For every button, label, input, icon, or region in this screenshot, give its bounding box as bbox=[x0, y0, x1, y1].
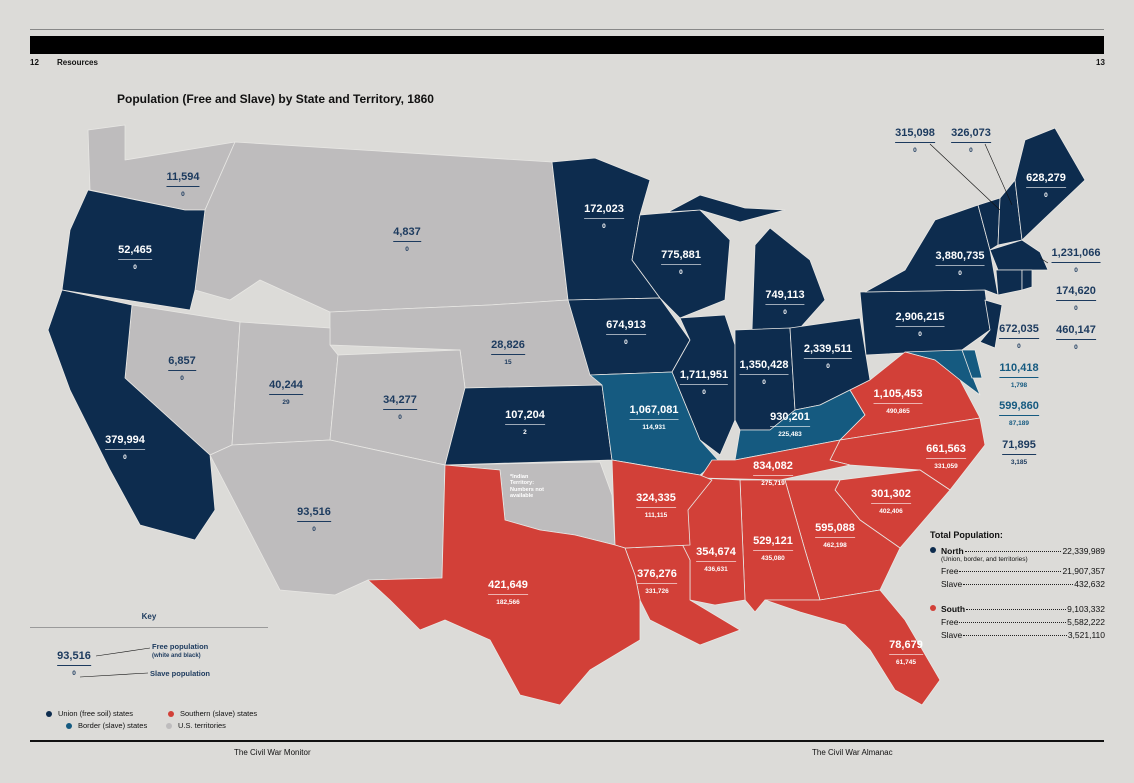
label-me: 628,279 0 bbox=[1026, 172, 1066, 199]
top-rule bbox=[30, 29, 1104, 30]
label-in: 1,350,428 0 bbox=[739, 359, 789, 386]
label-ga: 595,088 462,198 bbox=[815, 522, 855, 549]
label-nm: 93,516 0 bbox=[297, 506, 331, 533]
label-mo: 1,067,081 114,931 bbox=[629, 404, 679, 431]
state-va bbox=[839, 351, 981, 441]
label-nc: 661,563 331,059 bbox=[926, 443, 966, 470]
label-wi: 775,881 0 bbox=[661, 249, 701, 276]
state-de bbox=[961, 349, 983, 379]
label-ny: 3,880,735 0 bbox=[935, 250, 985, 277]
label-ne: 28,826 15 bbox=[491, 339, 525, 366]
label-ct: 460,147 0 bbox=[1056, 324, 1096, 351]
totals-north: North 22,339,989 bbox=[930, 546, 1105, 559]
footer-left: The Civil War Monitor bbox=[234, 748, 311, 757]
map-title: Population (Free and Slave) by State and… bbox=[117, 92, 434, 106]
territory-dot-icon bbox=[166, 722, 172, 729]
label-co: 34,277 0 bbox=[383, 394, 417, 421]
key-title: Key bbox=[141, 612, 157, 621]
label-md: 599,860 87,189 bbox=[999, 400, 1039, 427]
totals-north-slave: Slave 432,632 bbox=[941, 579, 1105, 589]
key-free-label: Free population bbox=[152, 642, 209, 651]
totals-south-free: Free 5,582,222 bbox=[941, 617, 1105, 627]
south-label: South bbox=[941, 604, 966, 614]
label-ut: 40,244 29 bbox=[269, 379, 303, 406]
label-ia: 674,913 0 bbox=[606, 319, 646, 346]
state-ma bbox=[989, 239, 1049, 271]
label-de: 110,418 1,798 bbox=[999, 362, 1039, 389]
south-legend-dot-icon bbox=[168, 710, 174, 717]
label-nv: 6,857 0 bbox=[168, 355, 196, 382]
totals-south: South 9,103,332 bbox=[930, 604, 1105, 617]
label-or: 52,465 0 bbox=[118, 244, 152, 271]
label-mn: 172,023 0 bbox=[584, 203, 624, 230]
label-mi: 749,113 0 bbox=[765, 289, 805, 316]
label-ma: 1,231,066 0 bbox=[1051, 247, 1101, 274]
totals-heading: Total Population: bbox=[930, 530, 1003, 540]
south-value: 9,103,332 bbox=[1067, 604, 1105, 614]
label-ky: 930,201 225,483 bbox=[770, 411, 810, 438]
state-mi-up bbox=[667, 194, 786, 223]
label-pa: 2,906,215 0 bbox=[895, 311, 945, 338]
south-dot-icon bbox=[930, 605, 936, 611]
label-nh: 326,073 0 bbox=[951, 127, 991, 154]
label-ca: 379,994 0 bbox=[105, 434, 145, 461]
leader-vt bbox=[929, 143, 1001, 211]
footer-right: The Civil War Almanac bbox=[812, 748, 893, 757]
totals-north-free: Free 21,907,357 bbox=[941, 566, 1105, 576]
label-nj: 672,035 0 bbox=[999, 323, 1039, 350]
state-ri bbox=[1021, 269, 1033, 291]
legend-union: Union (free soil) states bbox=[46, 709, 133, 718]
label-tx: 421,649 182,566 bbox=[488, 579, 528, 606]
label-al: 529,121 435,080 bbox=[753, 535, 793, 562]
leader-nh bbox=[984, 143, 1013, 206]
page-number-left: 12 bbox=[30, 58, 39, 67]
totals-south-slave: Slave 3,521,110 bbox=[941, 630, 1105, 640]
north-value: 22,339,989 bbox=[1062, 546, 1105, 556]
key-free-sub: (white and black) bbox=[152, 653, 201, 659]
legend-south: Southern (slave) states bbox=[168, 709, 257, 718]
key-sample-label: 93,516 0 bbox=[57, 650, 91, 677]
label-va: 1,105,453 490,865 bbox=[873, 388, 923, 415]
key-rule bbox=[30, 627, 268, 628]
label-fl: 78,679 61,745 bbox=[889, 639, 923, 666]
header-bar bbox=[30, 36, 1104, 54]
label-dc: 71,895 3,185 bbox=[1002, 439, 1036, 466]
border-dot-icon bbox=[66, 722, 72, 729]
label-ar: 324,335 111,115 bbox=[636, 492, 676, 519]
total-population: Total Population: North 22,339,989 (Unio… bbox=[930, 530, 1105, 643]
label-dk: 4,837 0 bbox=[393, 226, 421, 253]
label-wa: 11,594 0 bbox=[166, 171, 200, 198]
state-nj bbox=[979, 299, 1003, 349]
label-vt: 315,098 0 bbox=[895, 127, 935, 154]
state-tx bbox=[367, 464, 641, 706]
map-key: Key bbox=[30, 612, 268, 628]
label-ms: 354,674 436,631 bbox=[696, 546, 736, 573]
state-tn bbox=[699, 439, 851, 481]
state-ca bbox=[47, 289, 216, 541]
section-label: Resources bbox=[57, 58, 98, 67]
label-il: 1,711,951 0 bbox=[679, 369, 729, 396]
north-subtitle: (Union, border, and territories) bbox=[941, 556, 1028, 563]
bottom-rule bbox=[30, 740, 1104, 742]
state-il bbox=[671, 314, 736, 456]
indian-territory-note: *Indian Territory: Numbers not available bbox=[510, 474, 544, 499]
page-number-right: 13 bbox=[1096, 58, 1105, 67]
label-la: 376,276 331,726 bbox=[637, 568, 677, 595]
key-slave-label: Slave population bbox=[150, 669, 211, 678]
north-dot-icon bbox=[930, 547, 936, 553]
state-or bbox=[61, 189, 206, 311]
label-ri: 174,620 0 bbox=[1056, 285, 1096, 312]
north-label: North bbox=[941, 546, 964, 556]
label-ks: 107,204 2 bbox=[505, 409, 545, 436]
leader-ma bbox=[1039, 257, 1049, 264]
label-oh: 2,339,511 0 bbox=[803, 343, 853, 370]
union-dot-icon bbox=[46, 710, 52, 717]
legend-territory: U.S. territories bbox=[166, 721, 226, 730]
state-fl bbox=[764, 589, 941, 706]
label-tn: 834,082 275,719 bbox=[753, 460, 793, 487]
label-sc: 301,302 402,406 bbox=[871, 488, 911, 515]
legend-border: Border (slave) states bbox=[66, 721, 147, 730]
